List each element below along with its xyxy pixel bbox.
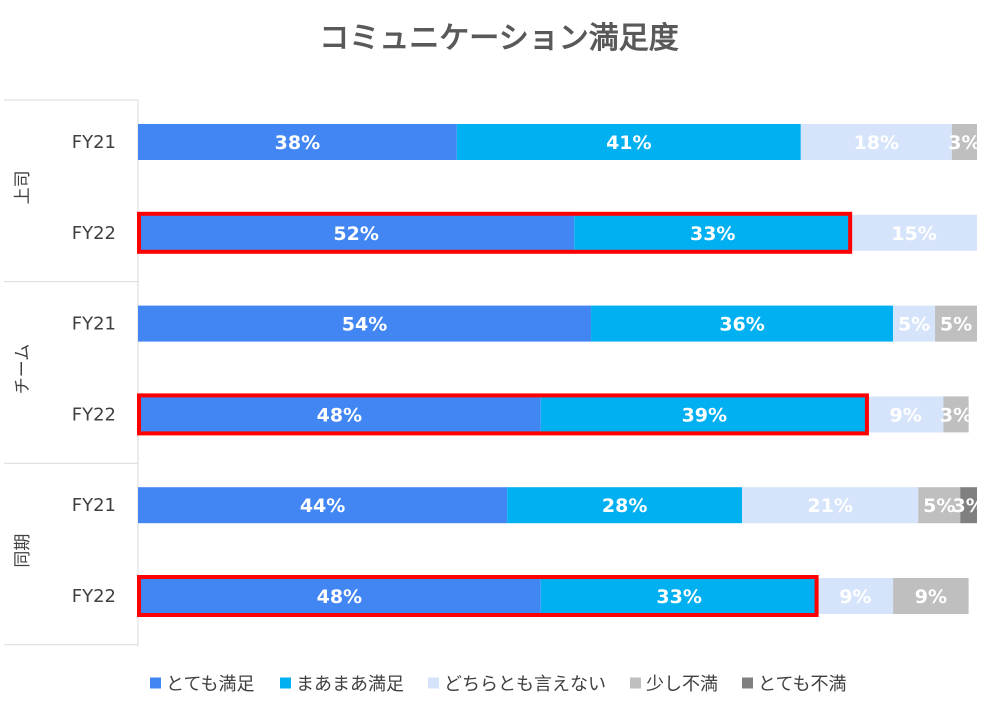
legend-label: とても満足	[166, 674, 255, 695]
data-label: 21%	[807, 495, 852, 517]
legend-swatch	[629, 677, 641, 689]
row-label: FY21	[72, 495, 116, 516]
data-label: 52%	[333, 223, 378, 245]
legend-label: 少し不満	[646, 674, 718, 695]
bar-segment	[851, 214, 977, 251]
legend-swatch	[150, 677, 162, 689]
data-label: 3%	[952, 495, 984, 517]
bar-segment	[951, 124, 977, 160]
data-label: 9%	[839, 586, 871, 608]
group-label: 同期	[13, 534, 33, 568]
bar-segment	[540, 396, 868, 433]
bar-segment	[918, 487, 961, 524]
bar-segment	[138, 578, 541, 614]
data-label: 9%	[915, 586, 947, 608]
bar-segment	[574, 214, 852, 251]
data-label: 48%	[317, 404, 362, 426]
group-label: チーム	[13, 344, 33, 395]
bar-segment	[138, 305, 592, 342]
bar-segment	[138, 487, 508, 524]
row-label: FY21	[72, 132, 116, 153]
highlight-box	[137, 211, 853, 254]
bar-segment	[867, 396, 944, 433]
bar-segment	[540, 578, 818, 614]
highlight-box	[137, 575, 819, 617]
bar-segment	[507, 487, 743, 524]
bars-layer	[138, 124, 977, 614]
group-label: 上司	[13, 170, 33, 204]
highlight-box	[137, 393, 869, 436]
data-label: 5%	[923, 495, 955, 517]
data-label: 15%	[891, 223, 936, 245]
row-label: FY21	[72, 314, 116, 335]
data-label: 41%	[606, 132, 651, 154]
legend-label: とても不満	[758, 674, 847, 695]
bar-segment	[960, 487, 977, 524]
legend-swatch	[280, 677, 292, 689]
data-label: 3%	[940, 404, 972, 426]
data-label: 54%	[342, 314, 387, 336]
chart-title: コミュニケーション満足度	[319, 21, 678, 56]
bar-segment	[138, 396, 541, 433]
data-label: 9%	[890, 404, 922, 426]
bar-segment	[817, 578, 894, 614]
bar-segment	[893, 578, 969, 614]
data-label: 48%	[317, 586, 362, 608]
axis-layer	[4, 99, 139, 647]
legend-label: どちらとも言えない	[444, 674, 606, 695]
legend-swatch	[428, 677, 440, 689]
data-label: 5%	[898, 314, 930, 336]
labels-layer: FY21 38% 41% 18% 3% FY22 52% 33% 15% 上司 FY21 54% 36%…	[13, 132, 985, 608]
data-label: 33%	[690, 223, 735, 245]
data-label: 36%	[719, 314, 764, 336]
legend: とても満足 まあまあ満足 どちらとも言えない 少し不満 とても不満	[150, 674, 847, 695]
bar-segment	[456, 124, 801, 160]
bar-segment	[893, 305, 936, 342]
bar-segment	[591, 305, 894, 342]
data-label: 28%	[602, 495, 647, 517]
bar-segment	[800, 124, 952, 160]
bar-segment	[742, 487, 919, 524]
data-label: 33%	[656, 586, 701, 608]
legend-label: まあまあ満足	[296, 674, 404, 695]
data-label: 38%	[275, 132, 320, 154]
data-label: 39%	[682, 404, 727, 426]
highlight-layer	[137, 211, 869, 617]
data-label: 5%	[940, 314, 972, 336]
row-label: FY22	[72, 223, 116, 244]
data-label: 3%	[948, 132, 980, 154]
bar-segment	[935, 305, 977, 342]
bar-segment	[138, 214, 575, 251]
data-label: 18%	[854, 132, 899, 154]
data-label: 44%	[300, 495, 345, 517]
legend-swatch	[741, 677, 753, 689]
bar-segment	[138, 124, 457, 160]
bar-segment	[943, 396, 969, 433]
row-label: FY22	[72, 586, 116, 607]
row-label: FY22	[72, 404, 116, 425]
